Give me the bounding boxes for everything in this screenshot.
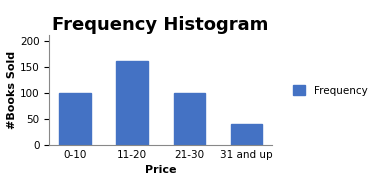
- Bar: [59, 93, 91, 145]
- Legend: Frequency: Frequency: [288, 81, 372, 100]
- Title: Frequency Histogram: Frequency Histogram: [53, 16, 269, 34]
- Y-axis label: #Books Sold: #Books Sold: [7, 51, 17, 129]
- X-axis label: Price: Price: [145, 165, 177, 175]
- Bar: [174, 93, 205, 145]
- Bar: [116, 61, 148, 145]
- Bar: [231, 124, 262, 145]
